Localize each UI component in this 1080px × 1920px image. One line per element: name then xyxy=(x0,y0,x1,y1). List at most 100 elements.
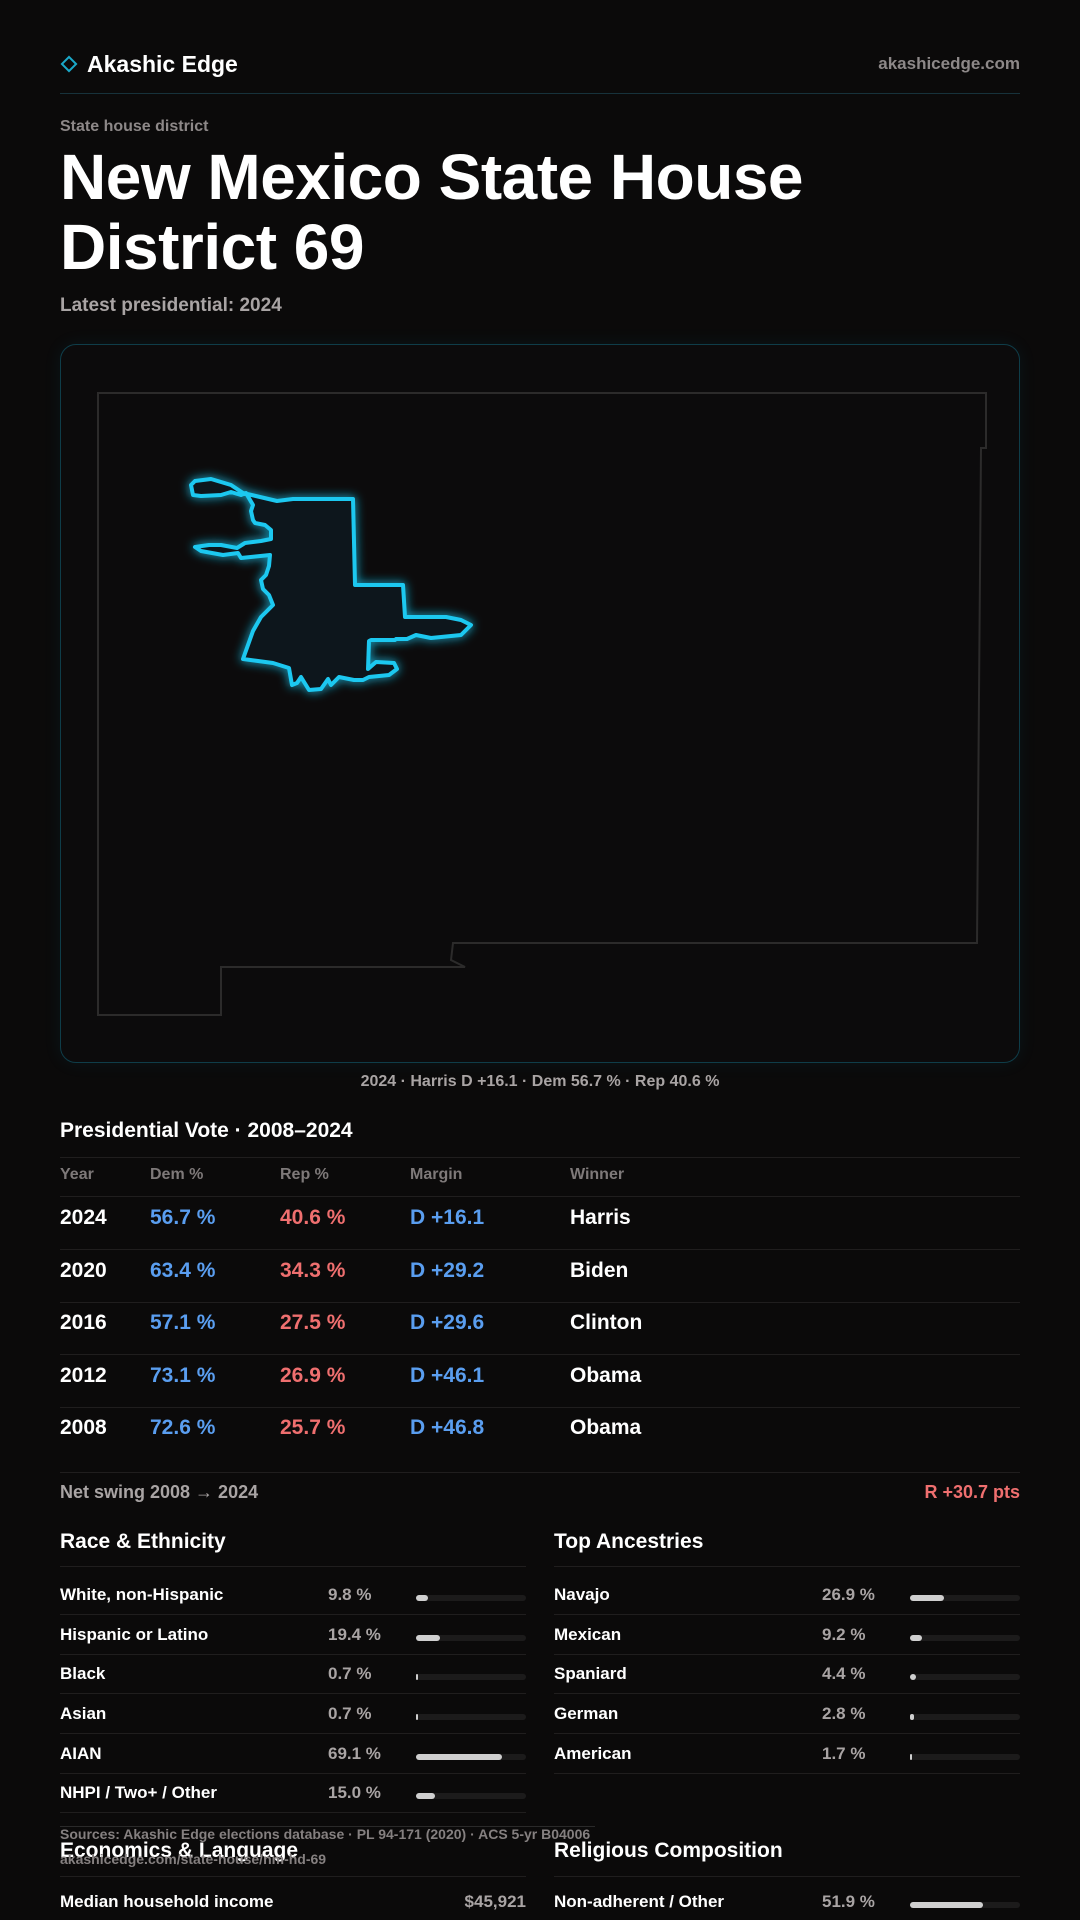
row-divider xyxy=(554,1773,1020,1774)
header-divider xyxy=(60,93,1020,94)
section-divider xyxy=(554,1876,1020,1877)
vote-row: 2012 73.1 % 26.9 % D +46.1 Obama xyxy=(60,1364,1020,1394)
vote-cell-year: 2016 xyxy=(60,1311,107,1334)
bar-row: Navajo 26.9 % xyxy=(554,1585,1020,1611)
page-title: New Mexico State House District 69 xyxy=(60,141,804,283)
bar-track xyxy=(910,1595,1020,1601)
bar-track xyxy=(416,1674,526,1680)
vote-cell-rep: 25.7 % xyxy=(280,1416,346,1439)
row-divider xyxy=(60,1614,526,1615)
section-divider xyxy=(554,1566,1020,1567)
vote-cell-year: 2020 xyxy=(60,1259,107,1282)
row-divider xyxy=(554,1654,1020,1655)
site-header: Akashic Edge akashicedge.com xyxy=(60,44,1020,84)
vote-cell-year: 2012 xyxy=(60,1364,107,1387)
bar-row: German 2.8 % xyxy=(554,1704,1020,1730)
latest-presidential: Latest presidential: 2024 xyxy=(60,295,282,316)
bar-fill xyxy=(910,1674,916,1680)
bar-fill xyxy=(910,1754,913,1760)
vote-cell-dem: 73.1 % xyxy=(150,1364,216,1387)
vote-cell-dem: 57.1 % xyxy=(150,1311,216,1334)
vote-cell-rep: 40.6 % xyxy=(280,1206,346,1229)
district-shape xyxy=(189,477,473,692)
bar-row: Non-adherent / Other 51.9 % xyxy=(554,1892,1020,1918)
bar-label: Hispanic or Latino xyxy=(60,1625,209,1644)
table-divider xyxy=(60,1157,1020,1158)
row-divider xyxy=(60,1773,526,1774)
vote-row: 2024 56.7 % 40.6 % D +16.1 Harris xyxy=(60,1206,1020,1236)
bar-label: German xyxy=(554,1704,619,1723)
vote-row: 2016 57.1 % 27.5 % D +29.6 Clinton xyxy=(60,1311,1020,1341)
district-map-svg xyxy=(97,392,987,1016)
vote-cell-winner: Biden xyxy=(570,1259,629,1282)
bar-label: Mexican xyxy=(554,1625,622,1644)
header-dem: Dem % xyxy=(150,1166,204,1183)
section-divider xyxy=(60,1876,526,1877)
vote-cell-year: 2008 xyxy=(60,1416,107,1439)
vote-cell-margin: D +46.8 xyxy=(410,1416,485,1439)
bar-track xyxy=(910,1635,1020,1641)
vote-row: 2020 63.4 % 34.3 % D +29.2 Biden xyxy=(60,1259,1020,1289)
bar-row: NHPI / Two+ / Other 15.0 % xyxy=(60,1783,526,1809)
site-url-link[interactable]: akashicedge.com xyxy=(878,54,1020,73)
bar-fill xyxy=(416,1674,418,1680)
economics-language-title: Economics & Language xyxy=(60,1839,299,1862)
vote-cell-margin: D +29.2 xyxy=(410,1259,485,1282)
bar-percent: 4.4 % xyxy=(822,1664,866,1683)
row-divider xyxy=(60,1354,1020,1355)
row-divider xyxy=(60,1693,526,1694)
bar-row: White, non-Hispanic 9.8 % xyxy=(60,1585,526,1611)
map-caption: 2024 · Harris D +16.1 · Dem 56.7 % · Rep… xyxy=(360,1073,720,1090)
row-divider xyxy=(60,1249,1020,1250)
bar-percent: 15.0 % xyxy=(328,1783,381,1802)
economics-row: Median household income $45,921 xyxy=(60,1892,526,1916)
economics-label: Median household income xyxy=(60,1892,274,1911)
district-map[interactable] xyxy=(60,344,1020,1063)
bar-track xyxy=(416,1793,526,1799)
bar-row: AIAN 69.1 % xyxy=(60,1744,526,1770)
vote-cell-year: 2024 xyxy=(60,1206,107,1229)
table-divider xyxy=(60,1196,1020,1197)
bar-track xyxy=(910,1714,1020,1720)
bar-row: Mexican 9.2 % xyxy=(554,1625,1020,1651)
row-divider xyxy=(554,1614,1020,1615)
bar-fill xyxy=(910,1714,914,1720)
net-swing-row: Net swing 2008 → 2024 R +30.7 pts xyxy=(60,1482,1020,1508)
bar-percent: 2.8 % xyxy=(822,1704,866,1723)
bar-fill xyxy=(416,1714,418,1720)
row-divider xyxy=(60,1812,526,1813)
presidential-vote-title: Presidential Vote · 2008–2024 xyxy=(60,1119,353,1142)
bar-label: Spaniard xyxy=(554,1664,627,1683)
religious-composition-title: Religious Composition xyxy=(554,1839,783,1862)
bar-row: Asian 0.7 % xyxy=(60,1704,526,1730)
bar-label: Black xyxy=(60,1664,106,1683)
brand-name: Akashic Edge xyxy=(87,50,238,77)
bar-label: AIAN xyxy=(60,1744,102,1763)
bar-track xyxy=(910,1674,1020,1680)
row-divider xyxy=(554,1693,1020,1694)
vote-row: 2008 72.6 % 25.7 % D +46.8 Obama xyxy=(60,1416,1020,1446)
race-ethnicity-title: Race & Ethnicity xyxy=(60,1530,226,1553)
bar-fill xyxy=(416,1793,435,1799)
bar-fill xyxy=(910,1595,944,1601)
bar-fill xyxy=(910,1635,922,1641)
table-divider xyxy=(60,1472,1020,1473)
bar-row: Spaniard 4.4 % xyxy=(554,1664,1020,1690)
net-swing-value: R +30.7 pts xyxy=(924,1482,1020,1502)
bar-fill xyxy=(416,1754,503,1760)
row-divider xyxy=(60,1302,1020,1303)
top-ancestries-title: Top Ancestries xyxy=(554,1530,704,1553)
bar-track xyxy=(416,1635,526,1641)
diamond-logo-icon xyxy=(60,55,78,73)
vote-cell-rep: 26.9 % xyxy=(280,1364,346,1387)
bar-fill xyxy=(910,1902,984,1908)
bar-row: Black 0.7 % xyxy=(60,1664,526,1690)
vote-table-header: Year Dem % Rep % Margin Winner xyxy=(60,1166,1020,1190)
source-url[interactable]: akashicedge.com/state-house/nm-hd-69 xyxy=(60,1851,327,1867)
vote-cell-winner: Obama xyxy=(570,1416,642,1439)
bar-label: Navajo xyxy=(554,1585,610,1604)
header-rep: Rep % xyxy=(280,1166,329,1183)
brand[interactable]: Akashic Edge xyxy=(60,51,238,78)
bar-percent: 0.7 % xyxy=(328,1664,372,1683)
sources-footer xyxy=(60,1826,595,1827)
